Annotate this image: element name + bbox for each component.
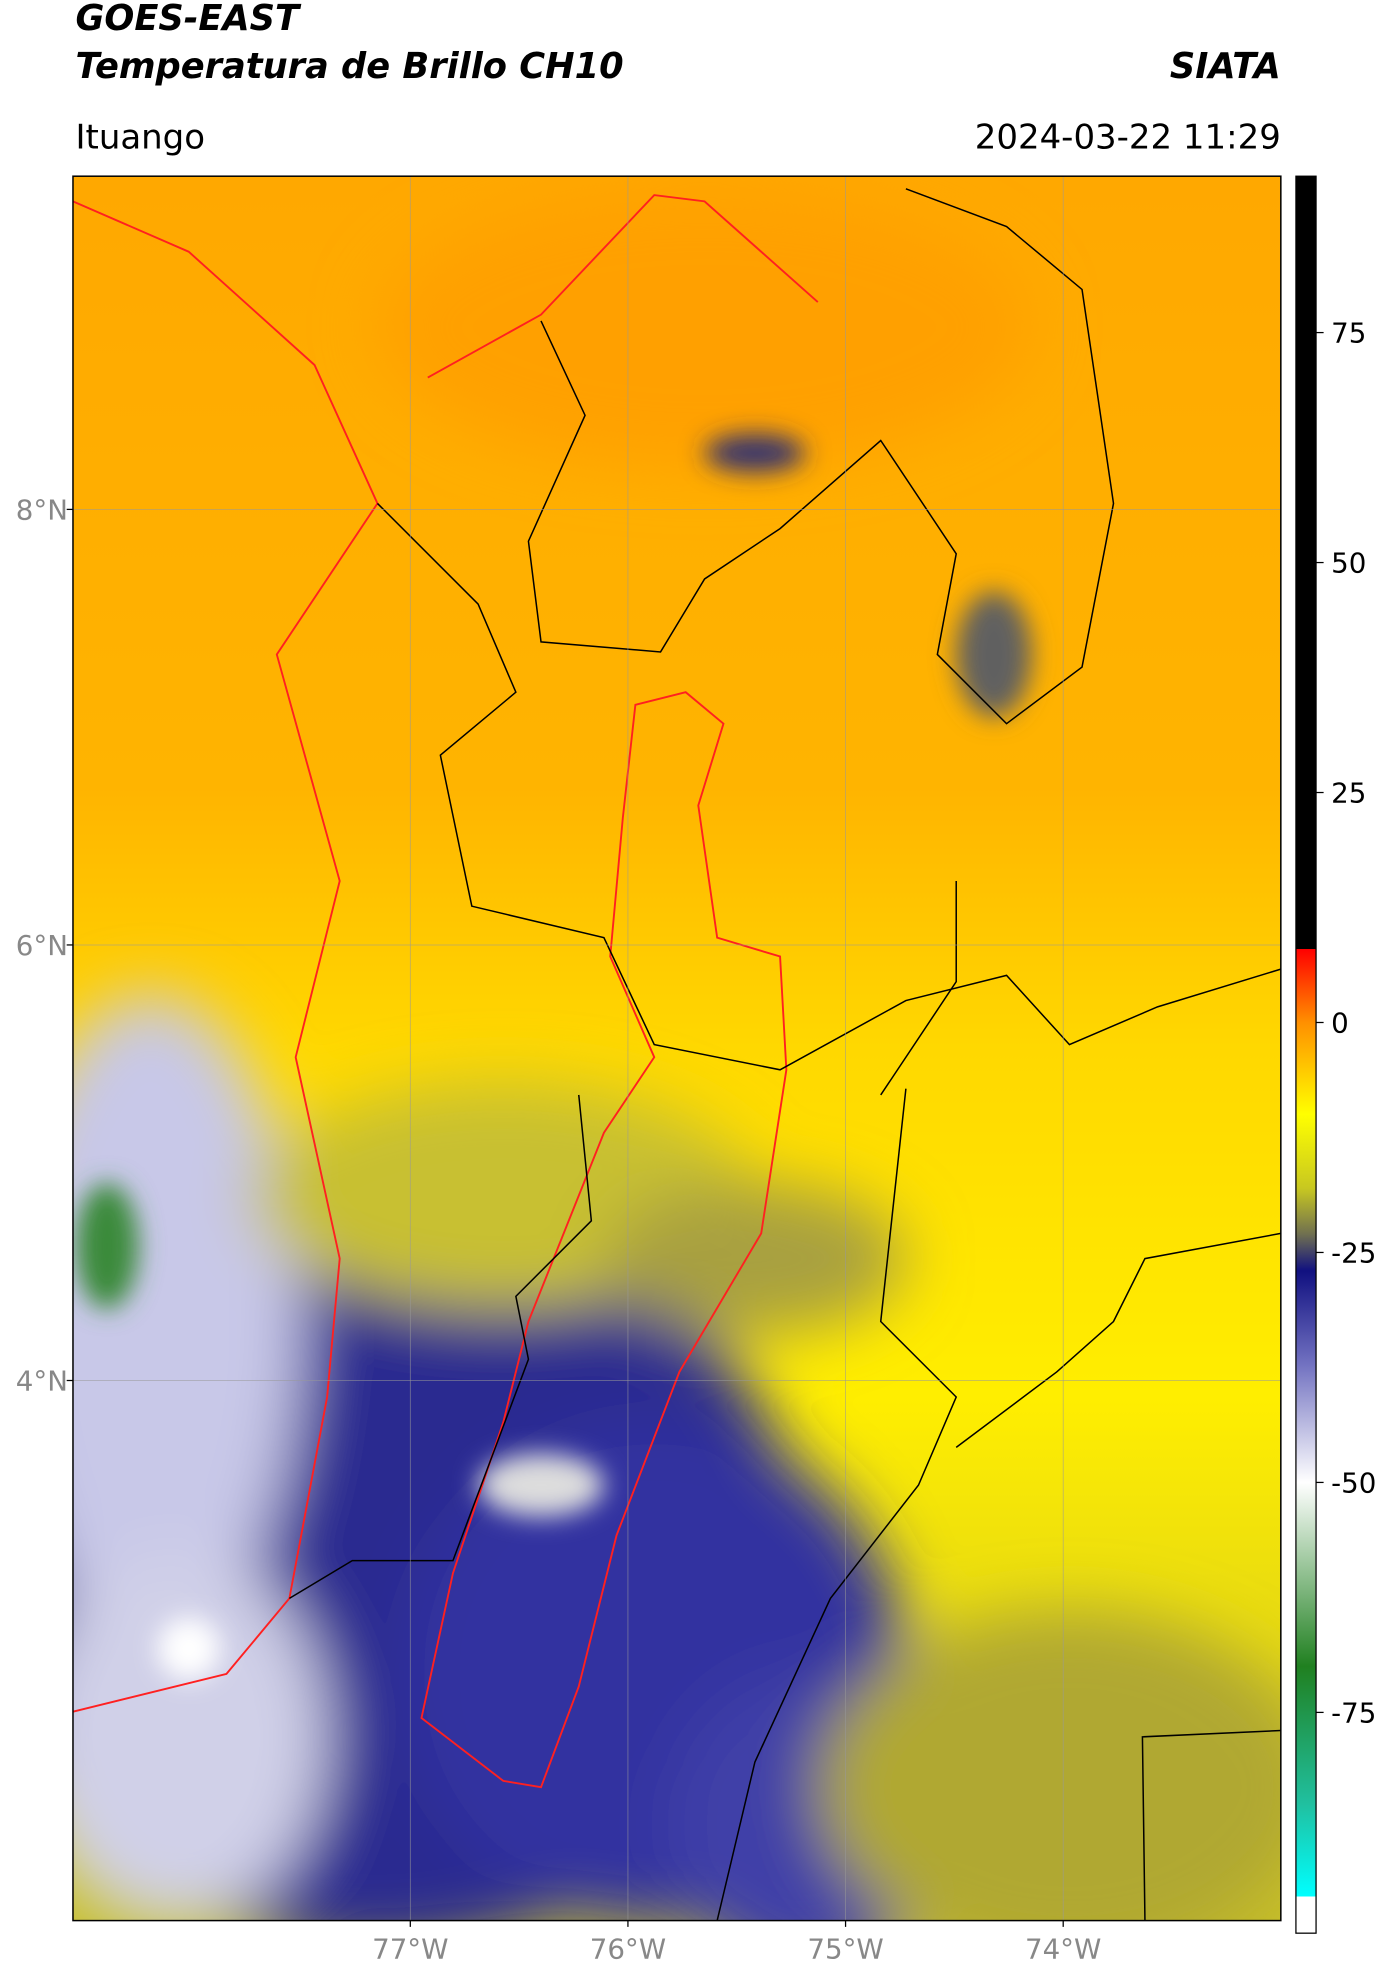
lat-label: 6°N	[16, 929, 68, 962]
title: GOES-EAST	[75, 0, 302, 39]
map-frame	[72, 175, 1282, 1922]
colorbar	[1295, 175, 1317, 1934]
graticule	[72, 176, 1281, 1921]
colorbar-label: 25	[1331, 777, 1366, 810]
subtitle: Temperatura de Brillo CH10	[75, 46, 623, 87]
lon-label: 75°W	[807, 1932, 883, 1965]
source: SIATA	[1170, 46, 1281, 87]
colorbar-label: -25	[1331, 1237, 1376, 1270]
colorbar-label: -50	[1331, 1466, 1376, 1499]
colorbar-label: 0	[1331, 1007, 1349, 1040]
imagery	[72, 176, 1281, 1921]
lon-label: 77°W	[372, 1932, 448, 1965]
colorbar-label: 75	[1331, 317, 1366, 350]
colorbar-label: 50	[1331, 547, 1366, 580]
lon-label: 76°W	[590, 1932, 666, 1965]
datetime: 2024-03-22 11:29	[975, 118, 1281, 158]
lat-label: 4°N	[16, 1365, 68, 1398]
lat-label: 8°N	[16, 493, 68, 526]
lon-label: 74°W	[1025, 1932, 1101, 1965]
region: Ituango	[75, 118, 205, 158]
colorbar-label: -75	[1331, 1696, 1376, 1729]
